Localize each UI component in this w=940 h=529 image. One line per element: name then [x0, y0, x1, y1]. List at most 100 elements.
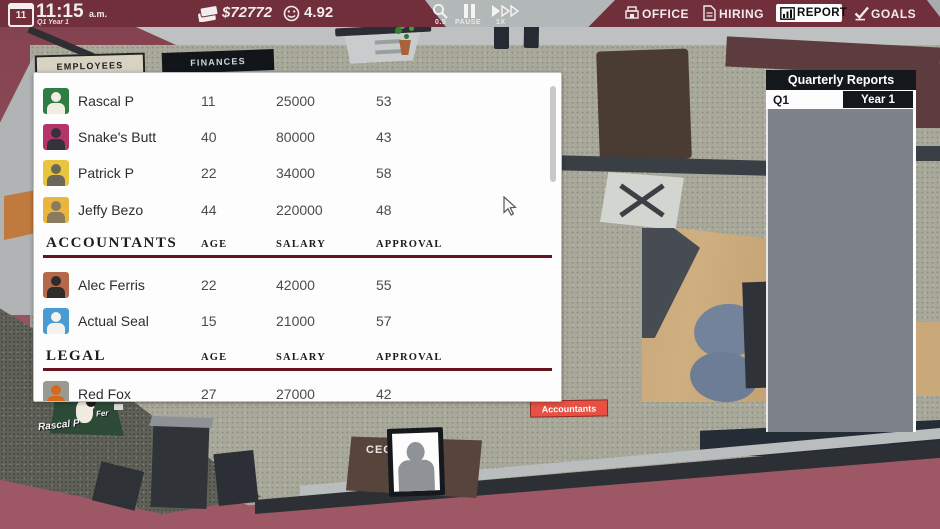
column-age: AGE: [201, 239, 228, 250]
avatar: [43, 160, 69, 186]
employee-age: 22: [201, 165, 217, 181]
employee-age: 15: [201, 313, 217, 329]
employee-salary: 42000: [276, 277, 315, 293]
employee-name: Snake's Butt: [78, 129, 157, 145]
ceo-portrait[interactable]: [386, 427, 446, 497]
ceo-silhouette: [392, 432, 440, 492]
avatar: [43, 88, 69, 114]
year-badge[interactable]: Year 1: [843, 91, 913, 108]
desk-drawer: [375, 49, 401, 54]
employee-row[interactable]: Jeffy Bezo 44 220000 48: [34, 193, 561, 229]
scrollbar-thumb[interactable]: [550, 86, 556, 182]
employee-salary: 27000: [276, 386, 315, 402]
nav-hiring-button[interactable]: HIRING: [719, 7, 764, 21]
quarter-selector-row[interactable]: Q1 Year 1: [766, 90, 916, 109]
employee-row[interactable]: Actual Seal 15 21000 57: [34, 304, 561, 340]
employee-name: Actual Seal: [78, 313, 149, 329]
column-age: AGE: [201, 352, 228, 363]
employee-name: Patrick P: [78, 165, 135, 181]
employee-salary: 25000: [276, 93, 315, 109]
employee-name: Rascal P: [78, 93, 135, 109]
employees-panel: Rascal P 11 25000 53 Snake's Butt 40 800…: [33, 72, 562, 402]
employee-age: 27: [201, 386, 217, 402]
fast-forward-icon[interactable]: [491, 4, 519, 18]
ceo-label: CEO: [366, 444, 393, 456]
clock-meridiem: a.m.: [89, 9, 108, 19]
section-header-accountants: ACCOUNTANTS AGE SALARY APPROVAL: [43, 233, 552, 258]
employee-age: 11: [201, 93, 216, 109]
money-value: $72772: [222, 4, 273, 21]
calendar-day: 11: [15, 10, 27, 21]
character-rascal[interactable]: [76, 397, 96, 423]
left-wall: [0, 55, 34, 315]
section-name: ACCOUNTANTS: [46, 235, 178, 251]
search-icon[interactable]: [432, 3, 449, 20]
pause-icon[interactable]: [464, 4, 476, 18]
desk-body: [344, 32, 421, 64]
employee-age: 44: [201, 202, 217, 218]
rating-value: 4.92: [304, 4, 334, 21]
employee-row[interactable]: Alec Ferris 22 42000 55: [34, 268, 561, 304]
cursor-icon: [503, 196, 517, 216]
nav-goals-button[interactable]: GOALS: [871, 7, 917, 21]
goals-icon: [854, 6, 869, 21]
column-approval: APPROVAL: [376, 352, 443, 363]
smiley-icon: [283, 5, 300, 22]
employee-salary: 220000: [276, 202, 323, 218]
employee-name: Alec Ferris: [78, 277, 145, 293]
money-icon: [198, 6, 219, 22]
avatar: [43, 197, 69, 223]
employee-approval: 43: [376, 129, 392, 145]
desk: [335, 23, 433, 69]
calendar-icon: 11: [8, 3, 34, 27]
employee-row[interactable]: Rascal P 11 25000 53: [34, 84, 561, 120]
employee-age: 40: [201, 129, 217, 145]
avatar: [43, 308, 69, 334]
wood-floor-edge: [916, 322, 940, 396]
office-icon: [625, 6, 639, 19]
hiring-icon: [703, 5, 716, 21]
section-header-legal: LEGAL AGE SALARY APPROVAL: [43, 346, 552, 371]
paper: [114, 404, 123, 410]
conference-table: [596, 48, 692, 162]
employee-salary: 80000: [276, 129, 315, 145]
employee-row[interactable]: Red Fox 27 27000 42: [34, 377, 561, 402]
avatar: [43, 381, 69, 401]
quarterly-report-body: [766, 109, 916, 432]
quarter-year-label: Q1 Year 1: [37, 19, 69, 26]
speed-label: 1X: [496, 19, 506, 26]
tab-finances[interactable]: FINANCES: [161, 49, 275, 74]
employee-row[interactable]: Patrick P 22 34000 58: [34, 156, 561, 192]
pause-label: PAUSE: [455, 19, 482, 26]
plant-pot: [399, 40, 411, 55]
zoom-level: 0.5: [435, 19, 447, 26]
wall-slat: [916, 146, 940, 161]
employee-salary: 34000: [276, 165, 315, 181]
desk-drawer: [375, 39, 401, 44]
room-badge-accountants[interactable]: Accountants: [529, 399, 609, 418]
wall-through-topbar: [425, 0, 615, 27]
column-salary: SALARY: [276, 352, 327, 363]
avatar: [43, 124, 69, 150]
column-approval: APPROVAL: [376, 239, 443, 250]
employee-approval: 48: [376, 202, 392, 218]
file-cabinet: [150, 423, 210, 509]
quarterly-reports-title: Quarterly Reports: [766, 70, 916, 90]
employee-age: 22: [201, 277, 217, 293]
employee-approval: 55: [376, 277, 392, 293]
column-salary: SALARY: [276, 239, 327, 250]
employee-row[interactable]: Snake's Butt 40 80000 43: [34, 120, 561, 156]
employee-approval: 57: [376, 313, 392, 329]
employee-name: Red Fox: [78, 386, 131, 402]
nav-report-label[interactable]: REPORT: [797, 7, 848, 19]
character-nameplate-partial: Fer: [95, 408, 109, 419]
employee-approval: 53: [376, 93, 392, 109]
door: [4, 190, 36, 240]
employee-salary: 21000: [276, 313, 315, 329]
whiteboard-x: [600, 172, 684, 230]
employee-approval: 58: [376, 165, 392, 181]
quarter-label: Q1: [773, 92, 790, 107]
avatar: [43, 272, 69, 298]
nav-office-button[interactable]: OFFICE: [642, 7, 689, 21]
